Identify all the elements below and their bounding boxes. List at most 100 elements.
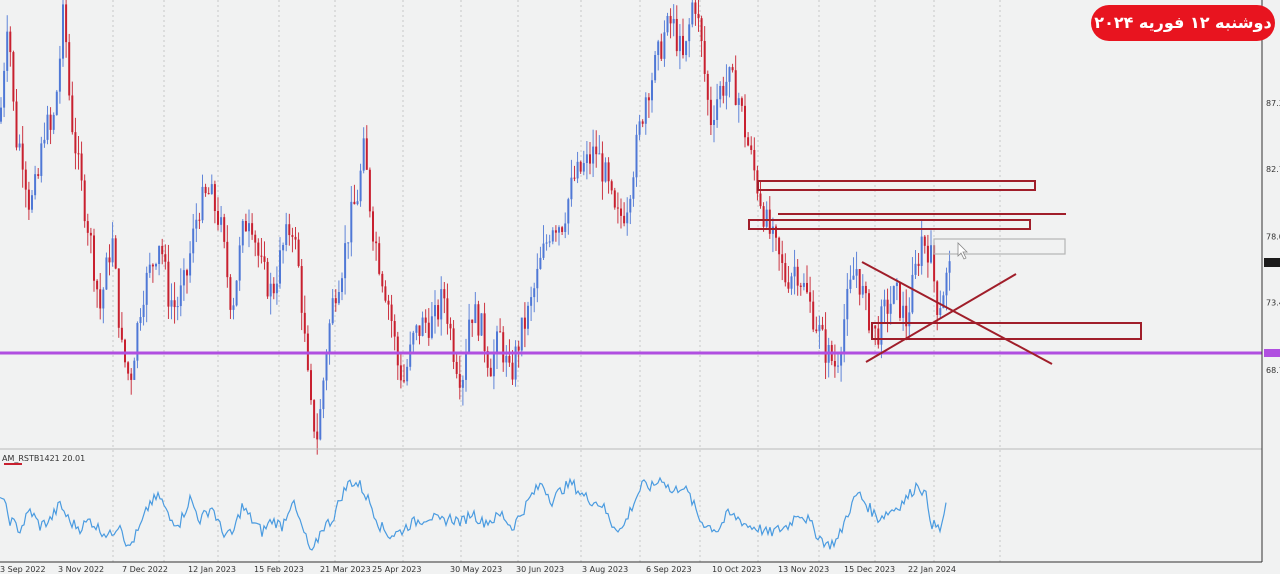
candle-body — [502, 332, 505, 363]
candle-body — [142, 304, 145, 318]
candle-body — [892, 286, 895, 304]
candle-body — [288, 224, 291, 236]
candle-body — [220, 217, 223, 225]
candle-body — [263, 256, 266, 262]
candle-body — [877, 328, 880, 345]
candle-body — [365, 138, 368, 170]
rsi-indicator — [0, 476, 947, 551]
candle-body — [492, 352, 495, 377]
candle-body — [96, 280, 99, 290]
candle-body — [297, 239, 300, 267]
candle-body — [607, 162, 610, 182]
zone-rect-1[interactable] — [757, 180, 1036, 191]
candle-body — [520, 317, 523, 351]
candle-body — [71, 95, 74, 133]
candle-body — [368, 169, 371, 212]
candle-body — [523, 317, 526, 329]
candle-body — [542, 243, 545, 258]
candle-body — [858, 269, 861, 295]
candle-body — [235, 280, 238, 306]
candle-body — [570, 177, 573, 200]
candle-body — [489, 367, 492, 377]
candle-body — [796, 266, 799, 286]
candle-body — [34, 174, 37, 196]
candle-body — [337, 292, 340, 304]
candle-body — [319, 409, 322, 440]
candle-body — [325, 353, 328, 381]
candle-body — [536, 268, 539, 289]
candle-body — [341, 278, 343, 293]
candle-body — [799, 285, 802, 287]
candle-body — [375, 241, 378, 244]
candle-body — [505, 355, 508, 363]
candle-body — [384, 286, 387, 301]
date-badge: دوشنبه ۱۲ فوریه ۲۰۲۴ — [1091, 5, 1275, 41]
candle-body — [89, 232, 92, 236]
candle-body — [434, 305, 436, 317]
diagonal-line-2[interactable] — [865, 273, 1017, 363]
candle-body — [468, 319, 471, 353]
candle-body — [260, 255, 263, 257]
candle-body — [849, 279, 852, 289]
candle-body — [821, 324, 824, 330]
candle-body — [437, 305, 440, 320]
candle-body — [548, 241, 551, 243]
candle-body — [486, 351, 489, 368]
candle-body — [189, 253, 192, 276]
candle-body — [840, 351, 843, 366]
candle-body — [396, 336, 399, 366]
candle-body — [685, 41, 688, 56]
candle-body — [933, 245, 936, 282]
candle-body — [719, 85, 722, 100]
diagonal-line-1[interactable] — [861, 261, 1053, 365]
candle-body — [406, 366, 409, 382]
candle-body — [424, 317, 427, 323]
candle-body — [517, 346, 520, 351]
candle-body — [359, 170, 362, 202]
faded-zone-rect[interactable] — [933, 238, 1066, 255]
candle-body — [279, 250, 281, 284]
candle-body — [291, 235, 294, 237]
candle-body — [403, 380, 405, 382]
candle-body — [545, 242, 548, 244]
candle-body — [558, 227, 560, 233]
candle-body — [31, 195, 33, 210]
candle-body — [170, 300, 173, 307]
candle-body — [477, 304, 480, 336]
candle-body — [629, 198, 632, 213]
candle-body — [257, 242, 260, 256]
candle-body — [310, 370, 312, 401]
candle-body — [269, 283, 272, 297]
candle-body — [623, 215, 626, 224]
candle-body — [948, 261, 951, 273]
candle-body — [768, 209, 771, 234]
time-tick-label: 25 Apr 2023 — [372, 565, 421, 574]
candle-body — [68, 42, 71, 96]
candle-body — [43, 139, 46, 144]
candle-body — [86, 221, 89, 233]
candle-body — [740, 98, 743, 106]
time-tick-label: 3 Nov 2022 — [58, 565, 104, 574]
candle-body — [868, 293, 870, 331]
drawing-objects[interactable] — [748, 180, 1142, 365]
candle-body — [917, 263, 920, 266]
candle-body — [675, 18, 678, 52]
candle-body — [114, 238, 117, 269]
candle-body — [21, 143, 24, 170]
candle-body — [833, 360, 836, 367]
candle-body — [49, 114, 52, 130]
candle-body — [452, 328, 455, 362]
candle-body — [455, 361, 458, 374]
candle-body — [204, 186, 207, 194]
zone-rect-2[interactable] — [748, 219, 1031, 230]
candle-body — [781, 254, 784, 263]
candle-body — [244, 220, 247, 232]
price-tick-label: 82.7 — [1266, 165, 1280, 174]
candle-body — [616, 207, 619, 209]
candle-body — [77, 153, 80, 155]
candle-body — [753, 149, 756, 171]
candle-body — [883, 299, 886, 307]
candle-body — [809, 292, 812, 302]
candle-body — [762, 206, 765, 227]
